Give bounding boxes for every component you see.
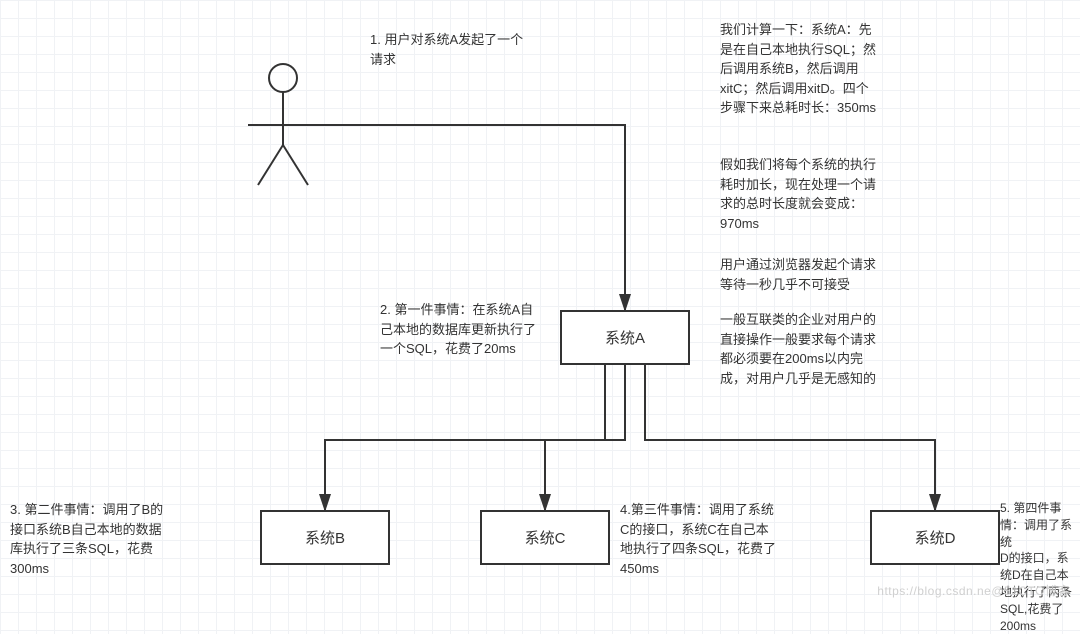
caption-3: 3. 第二件事情：调用了B的 接口系统B自己本地的数据 库执行了三条SQL，花费…: [10, 500, 220, 578]
right-para-3: 用户通过浏览器发起个请求 等待一秒几乎不可接受: [720, 255, 920, 294]
node-systemB: 系统B: [260, 510, 390, 565]
caption-2: 2. 第一件事情：在系统A自 己本地的数据库更新执行了 一个SQL，花费了20m…: [380, 300, 560, 359]
node-systemB-label: 系统B: [305, 527, 345, 548]
edge-systemA-to-systemB: [325, 365, 605, 510]
watermark-text: https://blog.csdn.ne@51CTO博客: [877, 582, 1070, 599]
right-para-2: 假如我们将每个系统的执行 耗时加长，现在处理一个请 求的总时长度就会变成： 97…: [720, 155, 920, 233]
node-systemD: 系统D: [870, 510, 1000, 565]
edge-user-to-systemA: [318, 125, 625, 310]
node-systemD-label: 系统D: [915, 527, 956, 548]
node-systemA-label: 系统A: [605, 327, 645, 348]
right-para-4: 一般互联类的企业对用户的 直接操作一般要求每个请求 都必须要在200ms以内完 …: [720, 310, 920, 388]
user-icon: [248, 60, 318, 190]
caption-1: 1. 用户对系统A发起了一个 请求: [370, 30, 570, 69]
caption-5: 5. 第四件事情：调用了系统 D的接口，系统D在自己本 地执行了两条SQL,花费…: [1000, 500, 1078, 634]
edge-systemA-to-systemC: [545, 365, 625, 510]
right-para-1: 我们计算一下：系统A：先 是在自己本地执行SQL；然 后调用系统B，然后调用 x…: [720, 20, 920, 118]
node-systemC: 系统C: [480, 510, 610, 565]
caption-4: 4.第三件事情：调用了系统 C的接口，系统C在自己本 地执行了四条SQL，花费了…: [620, 500, 820, 578]
node-systemA: 系统A: [560, 310, 690, 365]
node-systemC-label: 系统C: [525, 527, 566, 548]
